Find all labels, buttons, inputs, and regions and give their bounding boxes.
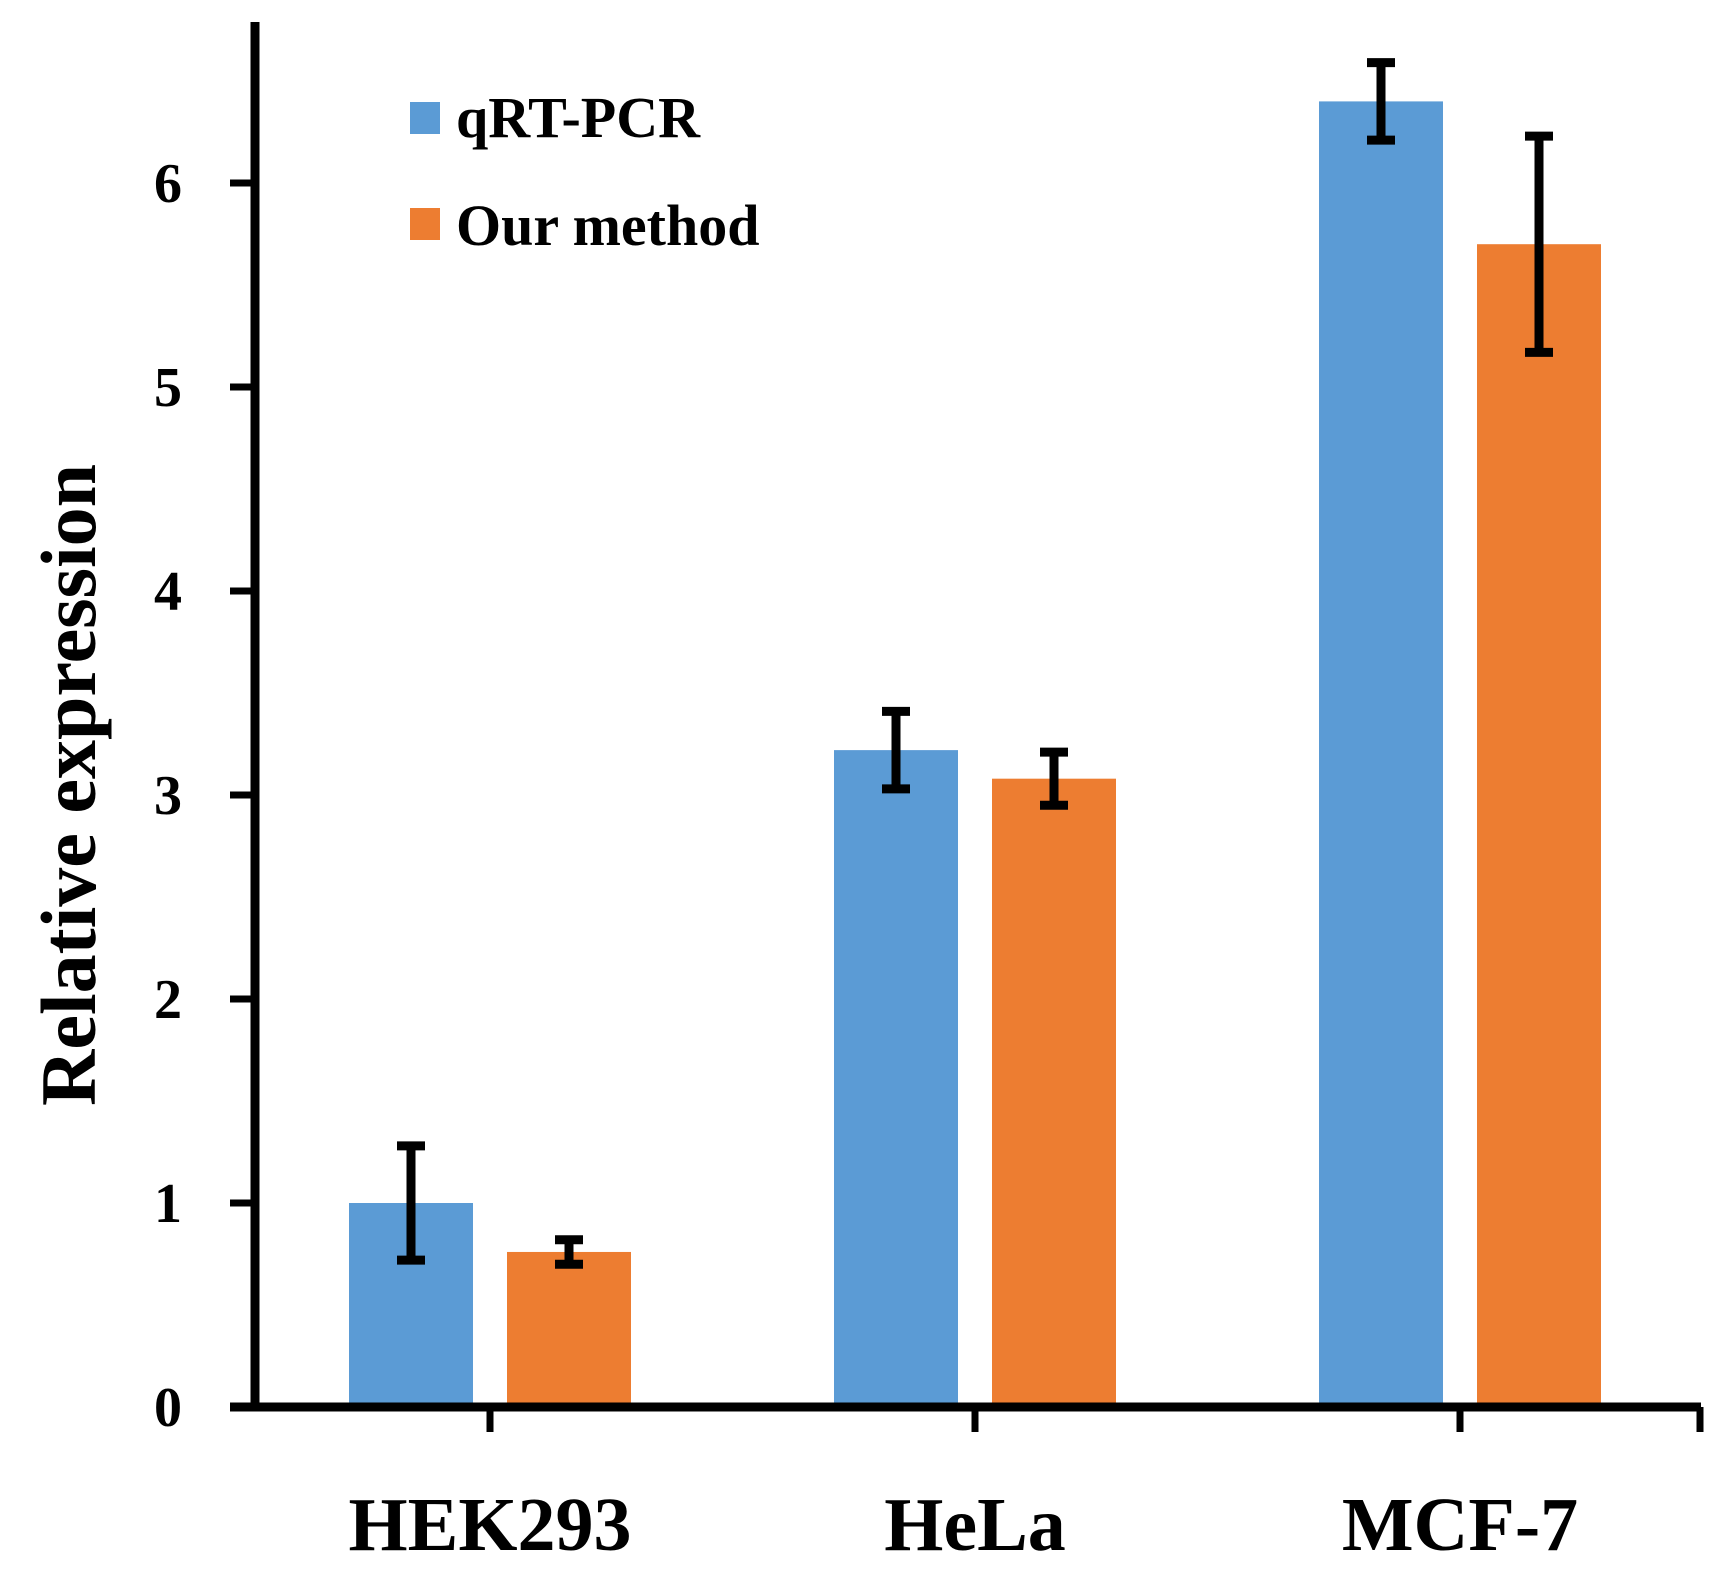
y-ticks-layer: 0 1 2 3 4 5 6: [154, 153, 255, 1439]
error-bar-qrt-pcr-hek293: [397, 1141, 425, 1265]
error-bar-qrt-pcr-mcf-7: [1367, 58, 1395, 145]
y-axis-title: Relative expression: [25, 464, 112, 1106]
bars-layer: [349, 101, 1601, 1408]
y-tick-label-4: 4: [154, 561, 182, 623]
error-bar-our-method-hela: [1040, 747, 1068, 810]
y-tick-label-6: 6: [154, 153, 182, 215]
legend-swatch-our-method: [410, 208, 440, 240]
category-label-hek293: HEK293: [349, 1483, 632, 1567]
x-ticks-layer: HEK293 HeLa MCF-7: [349, 1407, 1704, 1567]
legend-swatch-qrt-pcr: [410, 102, 440, 134]
y-tick-label-0: 0: [154, 1377, 182, 1439]
y-tick-label-2: 2: [154, 969, 182, 1031]
y-tick-label-1: 1: [154, 1173, 182, 1235]
bar-qrt-pcr-hela: [834, 750, 958, 1407]
legend: qRT-PCR Our method: [410, 85, 759, 258]
error-bar-qrt-pcr-hela: [882, 706, 910, 794]
y-tick-label-3: 3: [154, 765, 182, 827]
bar-qrt-pcr-mcf-7: [1319, 101, 1443, 1407]
error-bars-layer: [397, 58, 1553, 1269]
bar-our-method-hek293: [507, 1251, 631, 1407]
category-label-hela: HeLa: [884, 1483, 1066, 1567]
bar-our-method-hela: [992, 778, 1116, 1407]
y-tick-label-5: 5: [154, 357, 182, 419]
axes-layer: [230, 22, 1701, 1412]
legend-label-our-method: Our method: [456, 193, 759, 258]
error-bar-our-method-hek293: [555, 1235, 583, 1269]
legend-label-qrt-pcr: qRT-PCR: [456, 85, 701, 150]
bar-our-method-mcf-7: [1477, 244, 1601, 1408]
category-label-mcf-7: MCF-7: [1342, 1483, 1578, 1567]
error-bar-our-method-mcf-7: [1525, 131, 1553, 357]
